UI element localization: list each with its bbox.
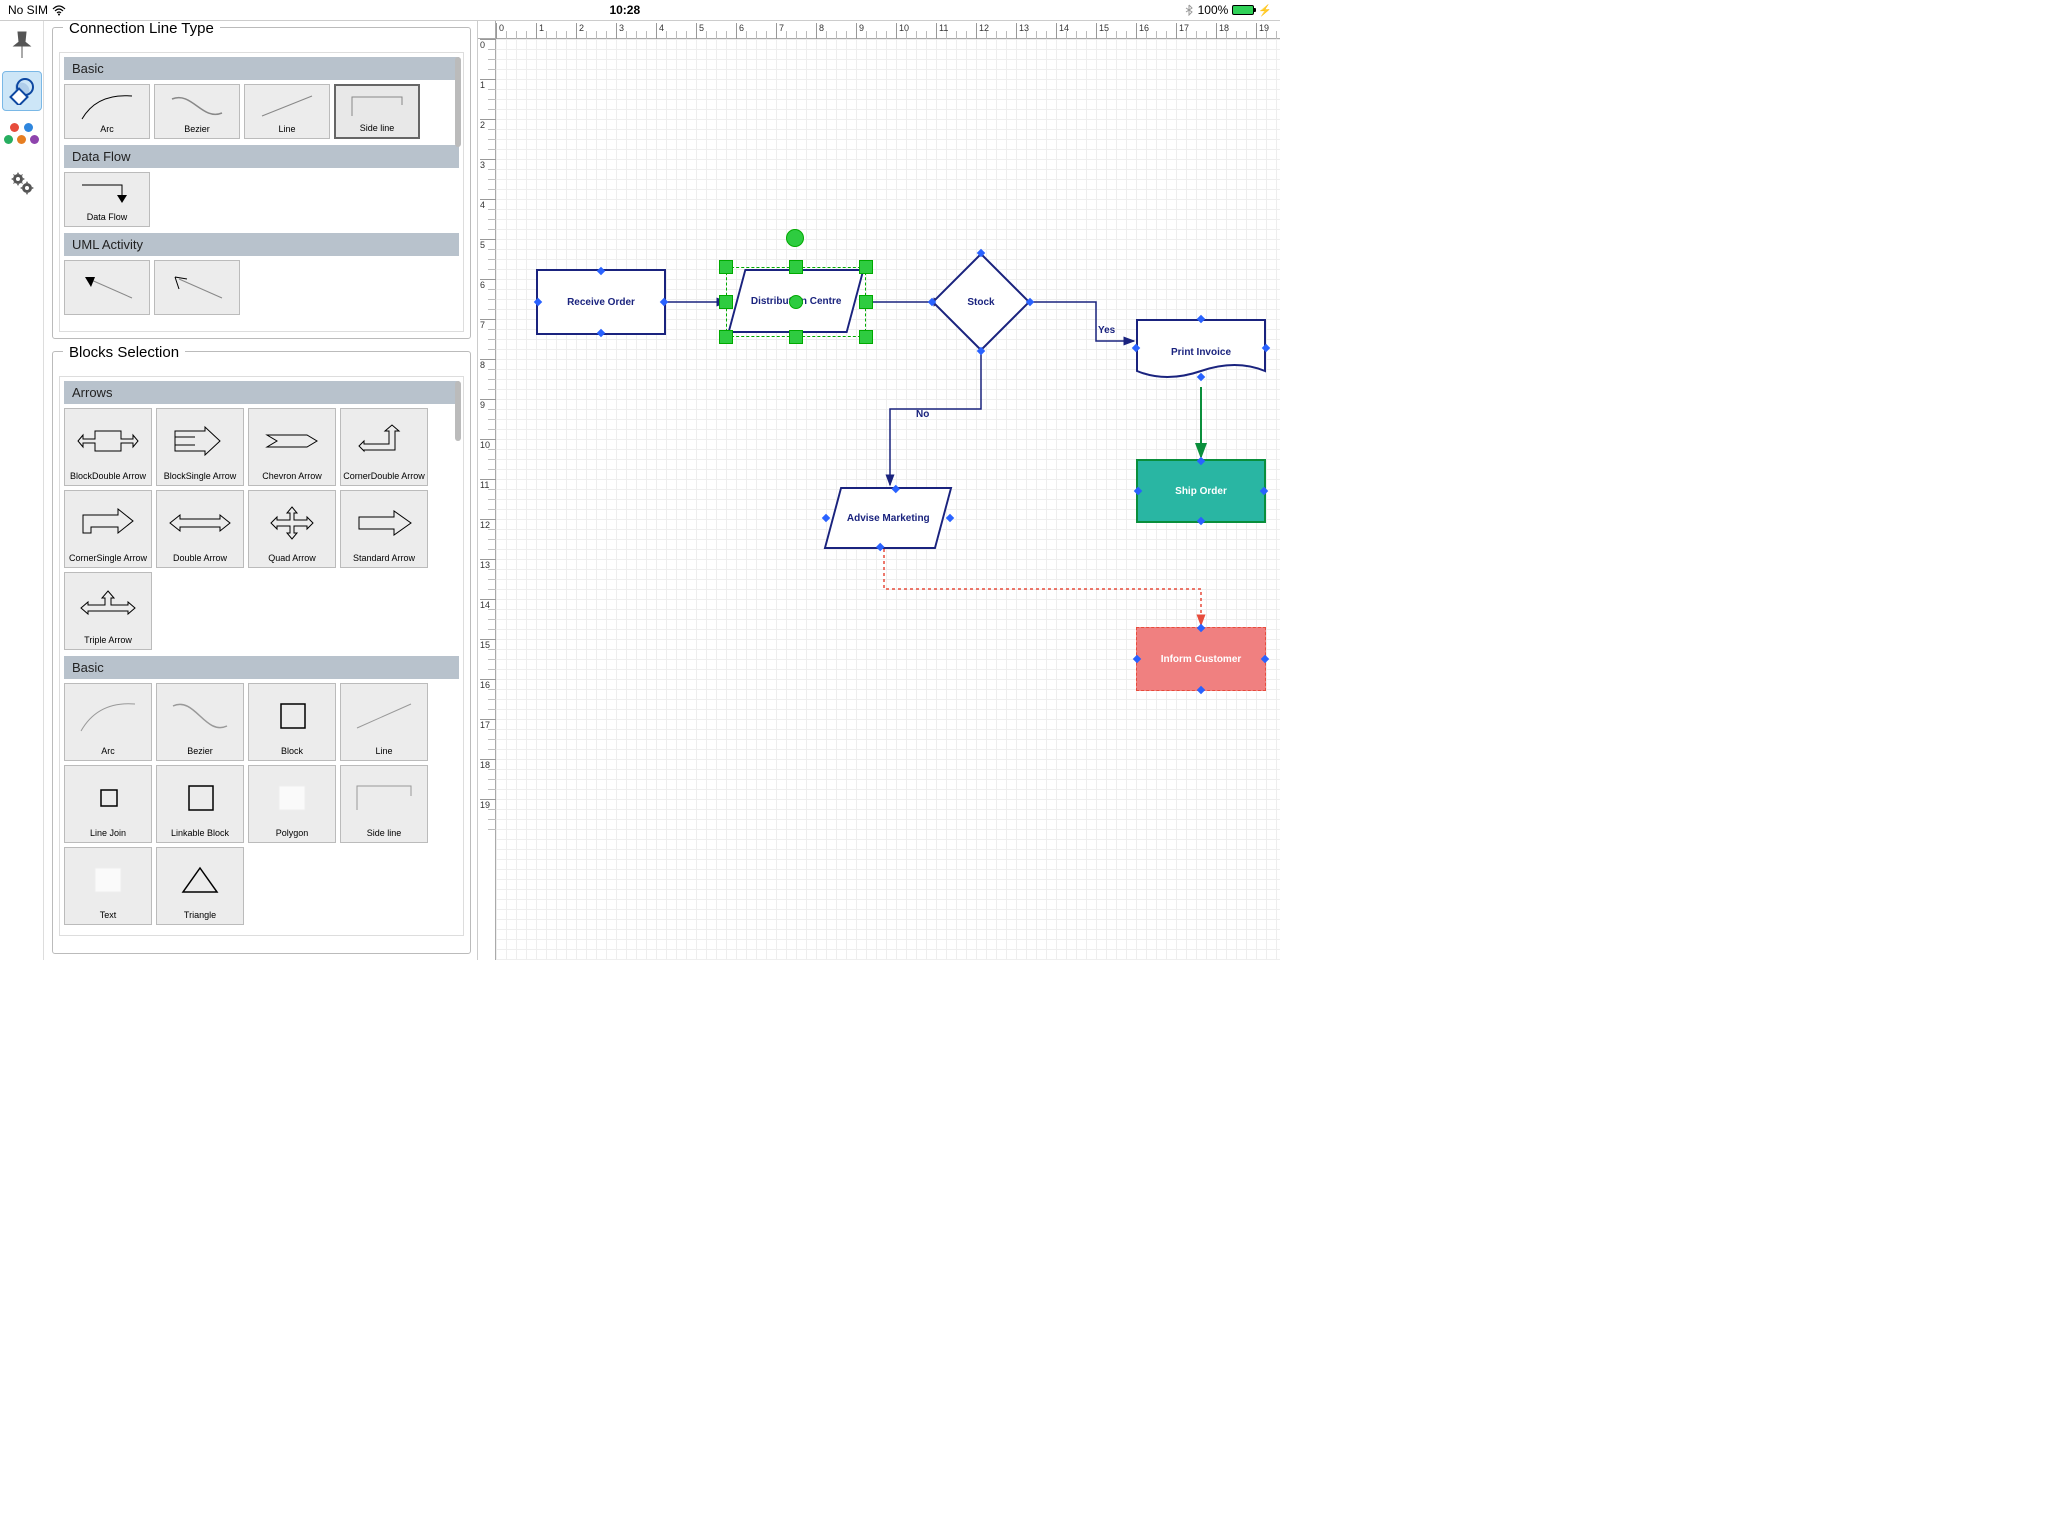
canvas[interactable]: Receive Order Distribution Centre (496, 39, 1280, 960)
tile-quad[interactable]: Quad Arrow (248, 490, 336, 568)
group-header-uml: UML Activity (64, 233, 459, 256)
tile-triangle[interactable]: Triangle (156, 847, 244, 925)
node-advise-marketing[interactable]: Advise Marketing (824, 487, 953, 549)
scrollbar[interactable] (455, 57, 461, 327)
connection-panel: Connection Line Type Basic Arc Bezier Li… (52, 27, 471, 339)
side-panel: Connection Line Type Basic Arc Bezier Li… (44, 21, 478, 960)
blocks-panel: Blocks Selection Arrows BlockDouble Arro… (52, 351, 471, 954)
tile-cornersingle[interactable]: CornerSingle Arrow (64, 490, 152, 568)
node-inform-customer[interactable]: Inform Customer (1136, 627, 1266, 691)
node-ship-order[interactable]: Ship Order (1136, 459, 1266, 523)
blocks-panel-title: Blocks Selection (63, 344, 185, 361)
settings-icon (7, 168, 37, 198)
tool-column (0, 21, 44, 960)
shapes-tool[interactable] (2, 71, 42, 111)
tile-uml-2[interactable] (154, 260, 240, 315)
tile-text[interactable]: Text (64, 847, 152, 925)
group-header-arrows: Arrows (64, 381, 459, 404)
edge-label-no: No (916, 409, 929, 420)
tile-dataflow[interactable]: Data Flow (64, 172, 150, 227)
tile-blockdouble[interactable]: BlockDouble Arrow (64, 408, 152, 486)
canvas-area: 012345678910111213141516171819 012345678… (478, 21, 1280, 960)
tile-uml-1[interactable] (64, 260, 150, 315)
group-header-dataflow: Data Flow (64, 145, 459, 168)
ruler-horizontal: 012345678910111213141516171819 (496, 21, 1280, 39)
tile-line[interactable]: Line (244, 84, 330, 139)
tile-standard[interactable]: Standard Arrow (340, 490, 428, 568)
tile-block[interactable]: Block (248, 683, 336, 761)
battery-pct: 100% (1198, 3, 1229, 17)
node-receive-order[interactable]: Receive Order (536, 269, 666, 335)
tile-bezier[interactable]: Bezier (154, 84, 240, 139)
tile-double[interactable]: Double Arrow (156, 490, 244, 568)
tile-bezier2[interactable]: Bezier (156, 683, 244, 761)
start-node[interactable] (786, 229, 804, 247)
clock: 10:28 (609, 3, 640, 17)
tile-arc[interactable]: Arc (64, 84, 150, 139)
tile-chevron[interactable]: Chevron Arrow (248, 408, 336, 486)
pin-tool[interactable] (2, 25, 42, 65)
edge-label-yes: Yes (1098, 325, 1115, 336)
tile-blocksingle[interactable]: BlockSingle Arrow (156, 408, 244, 486)
tile-triple[interactable]: Triple Arrow (64, 572, 152, 650)
tile-linejoin[interactable]: Line Join (64, 765, 152, 843)
settings-tool[interactable] (2, 163, 42, 203)
charging-icon: ⚡ (1258, 4, 1272, 17)
node-stock[interactable]: Stock (946, 267, 1016, 337)
group-header-basic: Basic (64, 57, 459, 80)
pin-icon (10, 30, 34, 60)
group-header-basic2: Basic (64, 656, 459, 679)
connection-panel-title: Connection Line Type (63, 21, 220, 37)
node-distribution-centre[interactable]: Distribution Centre (726, 267, 866, 337)
battery-icon (1232, 5, 1254, 15)
palette-icon (4, 119, 40, 155)
tile-sideline2[interactable]: Side line (340, 765, 428, 843)
palette-tool[interactable] (2, 117, 42, 157)
node-print-invoice[interactable]: Print Invoice (1136, 319, 1266, 385)
wifi-icon (52, 5, 66, 16)
tile-line2[interactable]: Line (340, 683, 428, 761)
ruler-corner (478, 21, 496, 39)
status-bar: No SIM 10:28 100% ⚡ (0, 0, 1280, 20)
bluetooth-icon (1184, 4, 1194, 16)
tile-arc2[interactable]: Arc (64, 683, 152, 761)
sim-status: No SIM (8, 3, 48, 17)
ruler-vertical: 012345678910111213141516171819 (478, 39, 496, 960)
tile-cornerdouble[interactable]: CornerDouble Arrow (340, 408, 428, 486)
tile-linkable[interactable]: Linkable Block (156, 765, 244, 843)
tile-sideline[interactable]: Side line (334, 84, 420, 139)
tile-polygon[interactable]: Polygon (248, 765, 336, 843)
shapes-icon (7, 77, 37, 105)
scrollbar[interactable] (455, 381, 461, 931)
